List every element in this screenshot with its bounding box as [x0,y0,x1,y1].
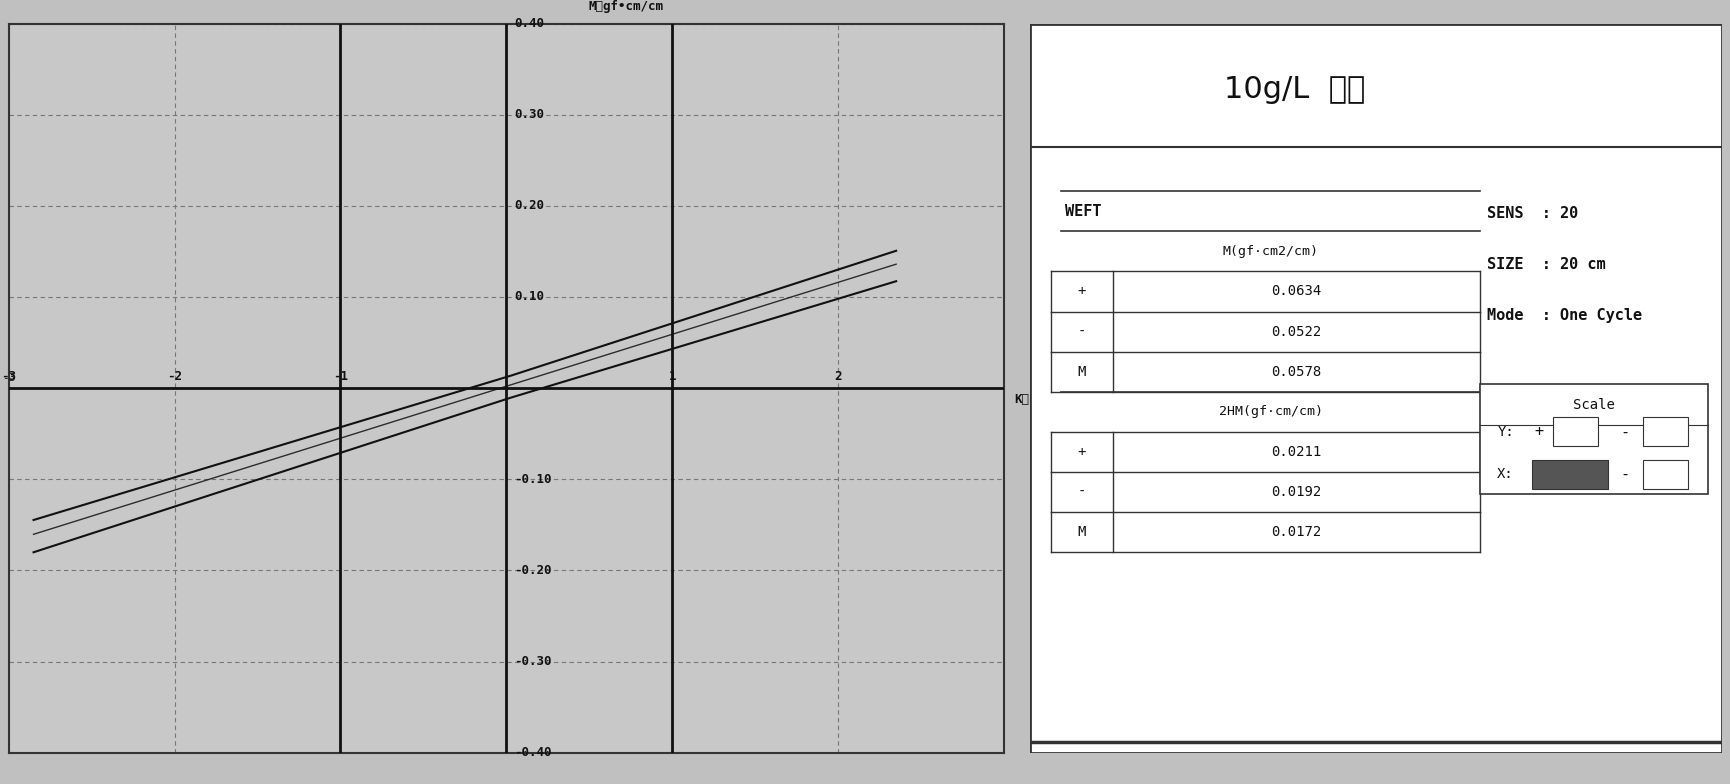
Text: M．gf•cm/cm: M．gf•cm/cm [588,0,663,13]
Bar [1642,459,1687,488]
Text: WEFT: WEFT [1064,204,1100,220]
Bar [1642,417,1687,446]
Text: SIZE  : 20 cm: SIZE : 20 cm [1486,256,1605,271]
Text: 0.40: 0.40 [514,17,545,30]
Text: Mode  : One Cycle: Mode : One Cycle [1486,307,1642,323]
Text: X:: X: [1496,467,1514,481]
Text: +: + [1078,445,1085,459]
Text: 0.10: 0.10 [514,290,545,303]
Text: Y:: Y: [1496,425,1514,439]
Text: +: + [1533,424,1543,439]
Text: -2: -2 [168,369,182,383]
Text: -0.30: -0.30 [514,655,552,668]
Text: -: - [1078,485,1085,499]
Text: M: M [1078,365,1085,379]
Text: M: M [1078,525,1085,539]
Text: -: - [1619,466,1630,481]
Text: +: + [1078,285,1085,299]
Text: 0.30: 0.30 [514,108,545,122]
Text: SENS  : 20: SENS : 20 [1486,205,1578,220]
Text: 2: 2 [834,369,841,383]
Text: Scale: Scale [1573,397,1614,412]
Text: 0.20: 0.20 [514,199,545,212]
Text: 0.0172: 0.0172 [1270,525,1322,539]
Text: M(gf·cm2/cm): M(gf·cm2/cm) [1221,245,1318,258]
Text: -0.10: -0.10 [514,473,552,486]
Text: -0.40: -0.40 [514,746,552,759]
Bar [1531,459,1607,488]
Text: 0.0192: 0.0192 [1270,485,1322,499]
Text: 0.0578: 0.0578 [1270,365,1322,379]
Text: -: - [1078,325,1085,339]
Text: 0.0211: 0.0211 [1270,445,1322,459]
Text: -3: -3 [2,372,16,383]
Text: 10g/L  综向: 10g/L 综向 [1223,74,1365,103]
Text: 0.0634: 0.0634 [1270,285,1322,299]
Text: 2HM(gf·cm/cm): 2HM(gf·cm/cm) [1218,405,1322,418]
Text: -0.20: -0.20 [514,564,552,577]
Bar [1479,384,1708,494]
Text: -1: -1 [332,369,348,383]
Text: K，cm: K，cm [1014,393,1043,405]
Text: 1: 1 [668,369,675,383]
Text: -: - [1619,424,1630,439]
Bar [1552,417,1597,446]
Text: 0.0522: 0.0522 [1270,325,1322,339]
Text: -3: -3 [2,369,16,383]
